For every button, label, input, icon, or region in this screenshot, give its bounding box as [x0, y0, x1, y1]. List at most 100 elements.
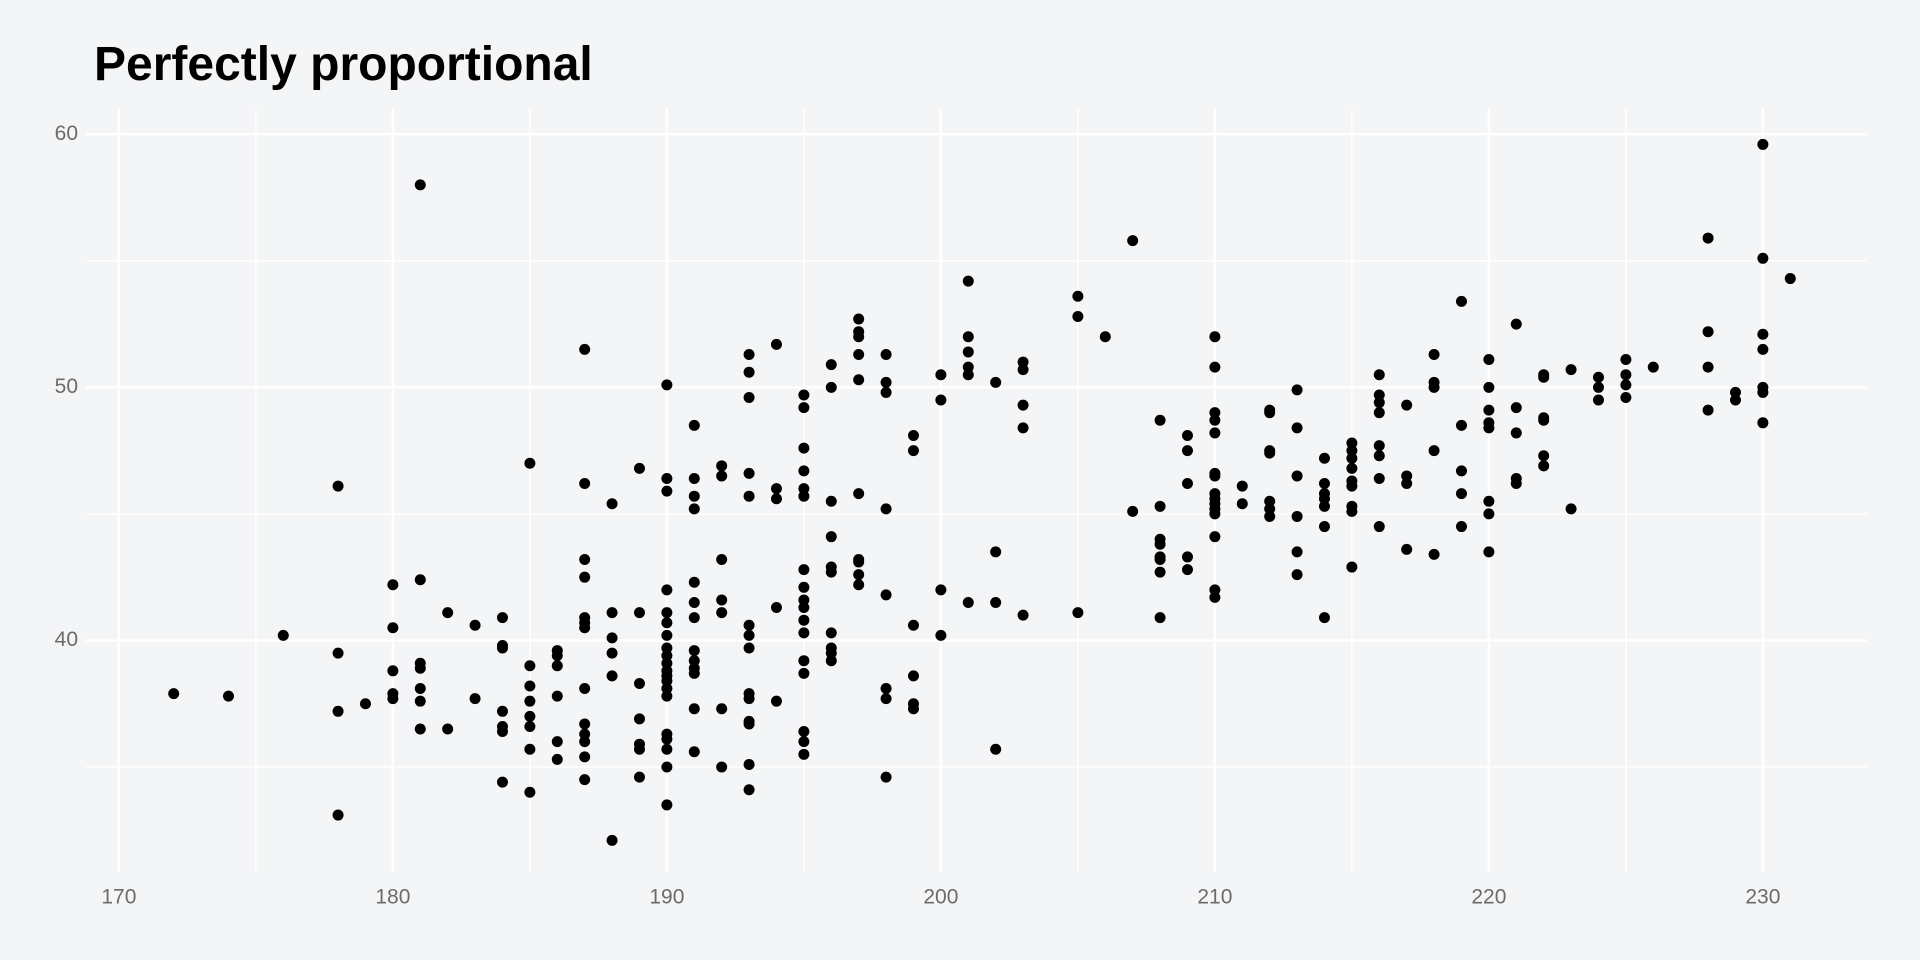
point	[1757, 138, 1769, 150]
point	[1784, 273, 1796, 285]
point	[1181, 564, 1193, 576]
point	[1702, 326, 1714, 338]
point	[853, 556, 865, 568]
point	[496, 642, 508, 654]
point	[743, 366, 755, 378]
point	[1373, 397, 1385, 409]
point	[798, 748, 810, 760]
point	[716, 553, 728, 565]
point	[359, 698, 371, 710]
point	[1127, 505, 1139, 517]
x-tick-label: 180	[375, 886, 410, 909]
point	[1154, 538, 1166, 550]
point	[661, 733, 673, 745]
point	[743, 784, 755, 796]
point	[606, 607, 618, 619]
point	[1318, 478, 1330, 490]
point	[661, 650, 673, 662]
point	[1099, 331, 1111, 343]
point	[1346, 437, 1358, 449]
point	[1017, 422, 1029, 434]
point	[907, 445, 919, 457]
point	[825, 359, 837, 371]
point	[798, 483, 810, 495]
point	[661, 379, 673, 391]
point	[1510, 318, 1522, 330]
point	[1510, 427, 1522, 439]
point	[1209, 427, 1221, 439]
point	[524, 680, 536, 692]
point	[524, 457, 536, 469]
point	[1373, 369, 1385, 381]
point	[1154, 566, 1166, 578]
point	[1209, 361, 1221, 373]
point	[880, 683, 892, 695]
point	[1620, 391, 1632, 403]
point	[743, 642, 755, 654]
point	[798, 465, 810, 477]
point	[880, 589, 892, 601]
point	[1264, 495, 1276, 507]
point	[661, 607, 673, 619]
point	[1072, 311, 1084, 323]
point	[1401, 399, 1413, 411]
point	[962, 331, 974, 343]
point	[1373, 407, 1385, 419]
point	[1181, 445, 1193, 457]
point	[1702, 361, 1714, 373]
point	[579, 478, 591, 490]
point	[1264, 447, 1276, 459]
point	[1401, 470, 1413, 482]
point	[387, 665, 399, 677]
point	[1401, 543, 1413, 555]
point	[633, 713, 645, 725]
point	[1757, 343, 1769, 355]
point	[1483, 508, 1495, 520]
point	[716, 761, 728, 773]
x-tick-label: 220	[1471, 886, 1506, 909]
point	[387, 622, 399, 634]
point	[1209, 407, 1221, 419]
point	[414, 683, 426, 695]
point	[1127, 235, 1139, 247]
point	[469, 619, 481, 631]
x-tick-label: 190	[649, 886, 684, 909]
point	[1291, 569, 1303, 581]
point	[1565, 364, 1577, 376]
point	[1154, 612, 1166, 624]
point	[277, 629, 289, 641]
point	[332, 705, 344, 717]
point	[579, 774, 591, 786]
point	[853, 348, 865, 360]
point	[1318, 452, 1330, 464]
point	[524, 695, 536, 707]
point	[414, 574, 426, 586]
x-tick-label: 170	[101, 886, 136, 909]
y-tick-label: 50	[55, 375, 78, 398]
point	[1264, 503, 1276, 515]
point	[1291, 470, 1303, 482]
point	[688, 667, 700, 679]
point	[716, 594, 728, 606]
point	[1373, 389, 1385, 401]
point	[524, 720, 536, 732]
point	[496, 705, 508, 717]
point	[1510, 402, 1522, 414]
point	[1346, 561, 1358, 573]
point	[688, 645, 700, 657]
point	[880, 771, 892, 783]
point	[798, 614, 810, 626]
point	[853, 374, 865, 386]
point	[716, 703, 728, 715]
point	[743, 490, 755, 502]
point	[688, 655, 700, 667]
point	[798, 564, 810, 576]
point	[1428, 381, 1440, 393]
point	[551, 736, 563, 748]
point	[661, 617, 673, 629]
point	[743, 718, 755, 730]
point	[907, 619, 919, 631]
point	[387, 693, 399, 705]
point	[825, 627, 837, 639]
